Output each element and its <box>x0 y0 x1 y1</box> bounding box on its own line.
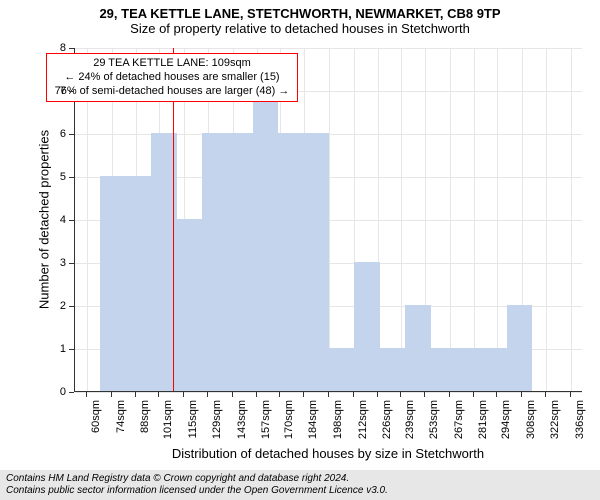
footer: Contains HM Land Registry data © Crown c… <box>0 470 600 500</box>
x-tick-label: 308sqm <box>525 400 537 439</box>
histogram-bar <box>507 305 532 391</box>
histogram-bar <box>100 176 125 391</box>
grid-line <box>474 48 475 391</box>
x-tick-mark <box>158 392 159 397</box>
x-tick-mark <box>473 392 474 397</box>
x-tick-label: 322sqm <box>549 400 561 439</box>
histogram-bar <box>405 305 430 391</box>
x-tick-label: 129sqm <box>211 400 223 439</box>
y-tick-mark <box>69 349 74 350</box>
y-tick-label: 8 <box>50 42 66 54</box>
x-tick-label: 184sqm <box>307 400 319 439</box>
x-tick-mark <box>545 392 546 397</box>
x-tick-label: 88sqm <box>139 400 151 433</box>
x-tick-label: 239sqm <box>404 400 416 439</box>
histogram-bar <box>481 348 506 391</box>
x-tick-mark <box>570 392 571 397</box>
x-tick-label: 253sqm <box>428 400 440 439</box>
annotation-line: 76% of semi-detached houses are larger (… <box>55 85 290 99</box>
histogram-bar <box>304 133 329 391</box>
y-tick-label: 4 <box>50 214 66 226</box>
histogram-bar <box>354 262 379 391</box>
x-tick-label: 226sqm <box>381 400 393 439</box>
x-tick-mark <box>279 392 280 397</box>
y-tick-mark <box>69 306 74 307</box>
histogram-bar <box>431 348 456 391</box>
x-tick-mark <box>232 392 233 397</box>
x-tick-label: 101sqm <box>162 400 174 439</box>
y-tick-mark <box>69 392 74 393</box>
grid-line <box>329 48 330 391</box>
grid-line <box>546 48 547 391</box>
footer-line: Contains public sector information licen… <box>6 485 594 497</box>
y-tick-mark <box>69 48 74 49</box>
histogram-bar <box>380 348 405 391</box>
x-tick-label: 170sqm <box>283 400 295 439</box>
histogram-bar <box>329 348 354 391</box>
x-tick-mark <box>135 392 136 397</box>
y-tick-label: 0 <box>50 386 66 398</box>
histogram-bar <box>253 90 278 391</box>
x-tick-mark <box>183 392 184 397</box>
grid-line <box>450 48 451 391</box>
x-tick-label: 212sqm <box>357 400 369 439</box>
x-tick-label: 267sqm <box>453 400 465 439</box>
x-tick-mark <box>424 392 425 397</box>
y-tick-label: 7 <box>50 85 66 97</box>
annotation-box: 29 TEA KETTLE LANE: 109sqm← 24% of detac… <box>46 53 299 102</box>
x-tick-mark <box>449 392 450 397</box>
footer-line: Contains HM Land Registry data © Crown c… <box>6 473 594 485</box>
x-tick-label: 74sqm <box>115 400 127 433</box>
y-tick-mark <box>69 134 74 135</box>
x-tick-mark <box>496 392 497 397</box>
x-tick-label: 198sqm <box>332 400 344 439</box>
y-tick-mark <box>69 91 74 92</box>
y-tick-mark <box>69 177 74 178</box>
histogram-bar <box>456 348 481 391</box>
x-tick-label: 143sqm <box>236 400 248 439</box>
x-tick-label: 115sqm <box>187 400 199 438</box>
annotation-line: ← 24% of detached houses are smaller (15… <box>55 71 290 85</box>
grid-line <box>497 48 498 391</box>
x-tick-mark <box>207 392 208 397</box>
y-tick-mark <box>69 263 74 264</box>
x-tick-mark <box>400 392 401 397</box>
x-tick-mark <box>377 392 378 397</box>
x-tick-label: 281sqm <box>477 400 489 439</box>
y-tick-mark <box>69 220 74 221</box>
x-tick-label: 60sqm <box>90 400 102 433</box>
histogram-bar <box>202 133 227 391</box>
x-tick-label: 157sqm <box>260 400 272 439</box>
y-tick-label: 6 <box>50 128 66 140</box>
page-subtitle: Size of property relative to detached ho… <box>0 21 600 36</box>
x-tick-mark <box>86 392 87 397</box>
x-tick-mark <box>111 392 112 397</box>
x-tick-mark <box>328 392 329 397</box>
histogram-bar <box>177 219 202 391</box>
y-tick-label: 1 <box>50 343 66 355</box>
x-tick-mark <box>521 392 522 397</box>
grid-line <box>401 48 402 391</box>
annotation-line: 29 TEA KETTLE LANE: 109sqm <box>55 57 290 71</box>
y-tick-label: 5 <box>50 171 66 183</box>
x-tick-mark <box>303 392 304 397</box>
x-tick-mark <box>256 392 257 397</box>
page-title: 29, TEA KETTLE LANE, STETCHWORTH, NEWMAR… <box>0 0 600 21</box>
x-tick-label: 336sqm <box>574 400 586 439</box>
y-tick-label: 3 <box>50 257 66 269</box>
grid-line <box>571 48 572 391</box>
x-tick-label: 294sqm <box>500 400 512 439</box>
x-axis-label: Distribution of detached houses by size … <box>74 446 582 461</box>
histogram-bar <box>278 133 303 391</box>
x-tick-mark <box>353 392 354 397</box>
y-tick-label: 2 <box>50 300 66 312</box>
histogram-bar <box>126 176 151 391</box>
histogram-bar <box>227 133 252 391</box>
